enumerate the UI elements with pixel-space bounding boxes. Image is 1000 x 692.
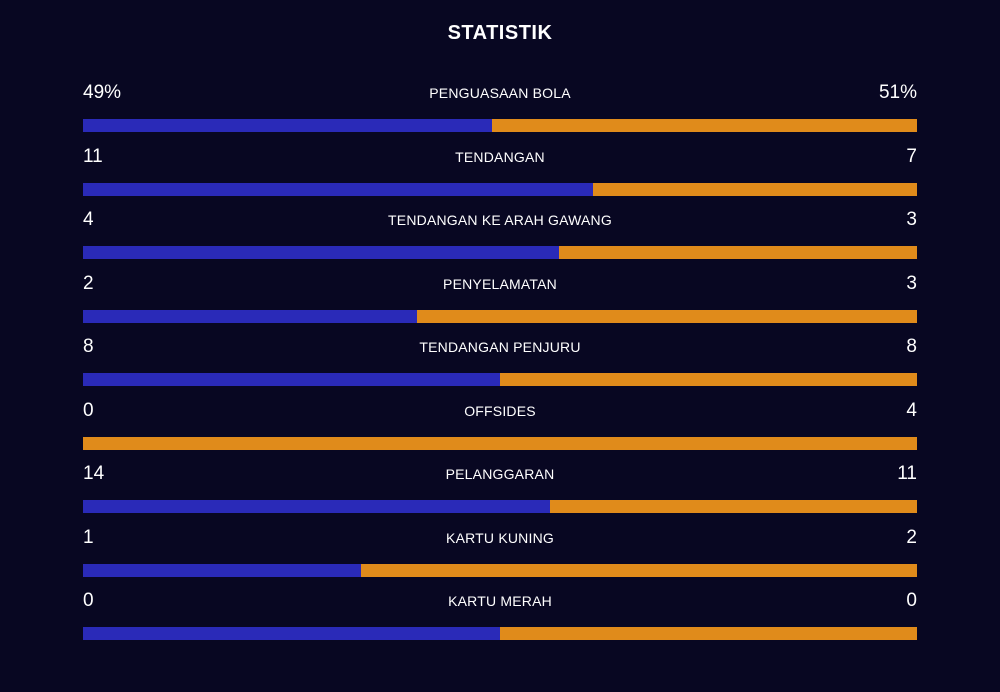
home-bar-fill (83, 500, 551, 513)
away-bar-fill (500, 627, 917, 640)
stat-bar (83, 563, 917, 577)
home-bar-fill (83, 627, 500, 640)
away-value: 3 (906, 272, 917, 294)
stat-label: TENDANGAN PENJURU (419, 339, 581, 355)
stat-row-header: 0 OFFSIDES 4 (83, 398, 917, 426)
away-bar-fill (416, 309, 917, 323)
home-value: 1 (83, 526, 94, 548)
stat-row-yellow-cards: 1 KARTU KUNING 2 (83, 525, 917, 589)
away-bar-fill (491, 119, 917, 132)
home-value: 14 (83, 463, 105, 484)
home-value: 8 (83, 336, 94, 357)
home-value: 0 (83, 590, 94, 611)
stat-row-corners: 8 TENDANGAN PENJURU 8 (83, 334, 917, 398)
stat-row-header: 8 TENDANGAN PENJURU 8 (83, 334, 917, 362)
away-bar-fill (500, 373, 917, 386)
stat-row-offsides: 0 OFFSIDES 4 (83, 398, 917, 462)
stat-row-header: 49% PENGUASAAN BOLA 51% (83, 80, 917, 108)
away-bar-fill (83, 436, 917, 450)
stats-list: 49% PENGUASAAN BOLA 51% 11 TENDANGAN 7 4… (83, 80, 917, 652)
stat-row-shots: 11 TENDANGAN 7 (83, 144, 917, 208)
home-bar-fill (83, 373, 500, 386)
away-value: 51% (878, 82, 917, 103)
home-bar-fill (83, 309, 417, 323)
away-value: 8 (906, 336, 917, 357)
stat-row-fouls: 14 PELANGGARAN 11 (83, 461, 917, 525)
stat-label: PENGUASAAN BOLA (429, 85, 571, 101)
stat-row-possession: 49% PENGUASAAN BOLA 51% (83, 80, 917, 144)
away-bar-fill (592, 182, 917, 196)
stat-label: TENDANGAN (455, 148, 545, 165)
stat-bar (83, 500, 917, 513)
away-value: 7 (906, 145, 917, 167)
home-bar-fill (83, 246, 560, 259)
home-bar-fill (83, 119, 492, 132)
stat-row-shots-on-target: 4 TENDANGAN KE ARAH GAWANG 3 (83, 207, 917, 271)
stat-row-saves: 2 PENYELAMATAN 3 (83, 271, 917, 335)
home-bar-fill (83, 182, 593, 196)
home-value: 0 (83, 399, 94, 421)
stat-bar (83, 373, 917, 386)
stat-bar (83, 436, 917, 450)
away-value: 4 (906, 399, 917, 421)
home-value: 4 (83, 209, 94, 230)
stat-row-header: 11 TENDANGAN 7 (83, 144, 917, 172)
home-value: 2 (83, 272, 94, 294)
away-bar-fill (360, 563, 917, 577)
home-bar-fill (83, 563, 361, 577)
stat-label: PENYELAMATAN (443, 275, 557, 292)
stat-row-header: 4 TENDANGAN KE ARAH GAWANG 3 (83, 207, 917, 235)
away-value: 0 (906, 590, 917, 611)
away-value: 11 (897, 463, 917, 484)
stat-bar (83, 119, 917, 132)
page-title: STATISTIK (447, 22, 553, 44)
stat-label: KARTU KUNING (446, 529, 554, 546)
stat-label: OFFSIDES (464, 402, 536, 419)
stat-bar (83, 309, 917, 323)
stat-label: KARTU MERAH (448, 593, 552, 609)
away-bar-fill (550, 500, 917, 513)
stat-row-header: 1 KARTU KUNING 2 (83, 525, 917, 553)
home-value: 11 (83, 145, 103, 167)
stat-label: TENDANGAN KE ARAH GAWANG (388, 212, 612, 228)
stat-row-red-cards: 0 KARTU MERAH 0 (83, 588, 917, 652)
stat-row-header: 0 KARTU MERAH 0 (83, 588, 917, 616)
stat-bar (83, 246, 917, 259)
stat-bar (83, 182, 917, 196)
away-bar-fill (559, 246, 917, 259)
home-value: 49% (83, 82, 122, 103)
stat-label: PELANGGARAN (445, 466, 555, 482)
stat-row-header: 14 PELANGGARAN 11 (83, 461, 917, 489)
away-value: 2 (906, 526, 917, 548)
stat-row-header: 2 PENYELAMATAN 3 (83, 271, 917, 299)
stat-bar (83, 627, 917, 640)
away-value: 3 (906, 209, 917, 230)
